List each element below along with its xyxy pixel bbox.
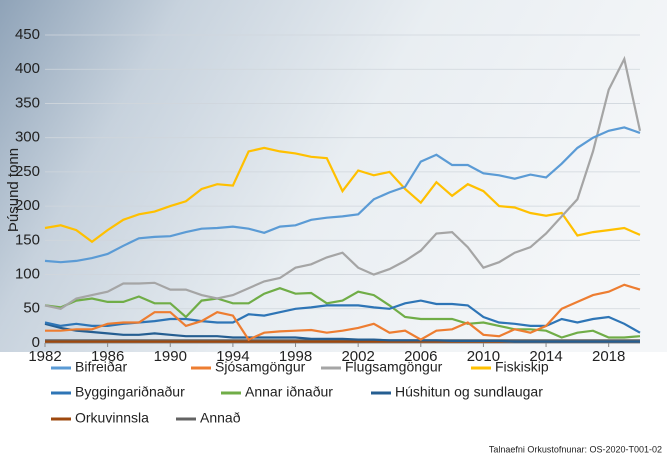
x-tick-label: 1994 [216, 348, 249, 365]
series-line [45, 283, 641, 341]
y-tick-label: 200 [15, 197, 40, 214]
x-tick-label: 1990 [154, 348, 187, 365]
x-tick-label: 2010 [467, 348, 500, 365]
legend-label: Fiskiskip [495, 359, 549, 375]
legend-label: Annað [200, 410, 241, 426]
x-tick-label: 2014 [529, 348, 562, 365]
x-tick-label: 2002 [341, 348, 374, 365]
y-tick-label: 250 [15, 163, 40, 180]
x-tick-label: 2018 [592, 348, 625, 365]
x-tick-label: 1986 [91, 348, 124, 365]
y-tick-label: 50 [23, 300, 40, 317]
y-tick-label: 450 [15, 26, 40, 43]
y-tick-label: 0 [32, 334, 40, 351]
y-tick-label: 350 [15, 94, 40, 111]
x-tick-label: 2006 [404, 348, 437, 365]
y-tick-label: 300 [15, 129, 40, 146]
legend-label: Sjósamgöngur [215, 359, 306, 375]
series-line [44, 287, 641, 339]
series-line [44, 55, 642, 310]
legend-label: Orkuvinnsla [75, 410, 149, 426]
legend-label: Húshitun og sundlaugar [395, 384, 543, 400]
background [0, 0, 667, 352]
series-line [44, 146, 641, 244]
legend-label: Byggingariðnaður [75, 384, 185, 400]
legend-label: Annar iðnaður [245, 384, 333, 400]
series-line [44, 299, 641, 334]
y-tick-label: 400 [15, 60, 40, 77]
source-note: Talnaefni Orkustofnunar: OS-2020-T001-02 [489, 444, 662, 454]
x-tick-label: 1982 [28, 348, 61, 365]
legend-label: Flugsamgöngur [345, 359, 443, 375]
series-line [44, 126, 641, 264]
y-axis-label: Þúsund tonn [5, 148, 22, 232]
y-tick-label: 150 [15, 231, 40, 248]
y-tick-label: 100 [15, 266, 40, 283]
x-tick-label: 1998 [279, 348, 312, 365]
legend-label: Bifreiðar [75, 359, 127, 375]
series-line [44, 322, 640, 343]
